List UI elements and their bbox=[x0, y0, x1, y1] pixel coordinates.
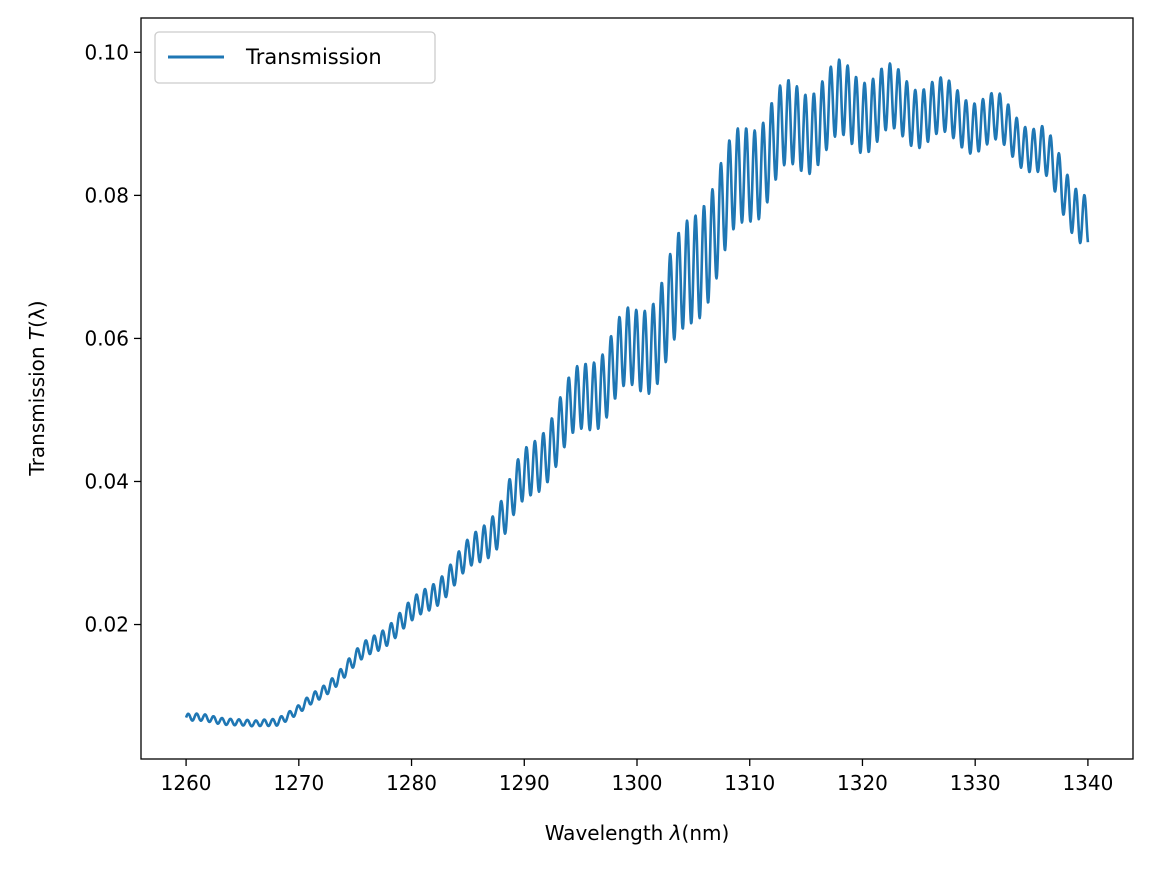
x-tick-label: 1300 bbox=[612, 771, 663, 795]
x-axis: 1260 1270 1280 1290 1300 1310 1320 1330 1340 bbox=[161, 759, 1113, 795]
x-tick-label: 1280 bbox=[386, 771, 437, 795]
x-tick-label: 1290 bbox=[499, 771, 550, 795]
y-tick-label: 0.06 bbox=[84, 326, 129, 350]
x-tick-label: 1260 bbox=[161, 771, 212, 795]
y-axis: 0.02 0.04 0.06 0.08 0.10 bbox=[84, 40, 141, 637]
legend: Transmission bbox=[154, 31, 436, 84]
legend-box bbox=[154, 31, 436, 84]
legend-label: Transmission bbox=[245, 45, 382, 69]
y-tick-label: 0.08 bbox=[84, 183, 129, 207]
plot-area bbox=[184, 58, 1090, 728]
x-tick-label: 1320 bbox=[837, 771, 888, 795]
y-tick-label: 0.04 bbox=[84, 469, 129, 493]
series-line-transmission bbox=[184, 58, 1090, 728]
x-tick-label: 1310 bbox=[724, 771, 775, 795]
x-tick-label: 1340 bbox=[1062, 771, 1113, 795]
y-axis-label: Transmission T(λ) bbox=[25, 300, 49, 476]
x-tick-label: 1270 bbox=[273, 771, 324, 795]
y-tick-label: 0.02 bbox=[84, 613, 129, 637]
x-tick-label: 1330 bbox=[950, 771, 1001, 795]
x-axis-label: Wavelength λ(nm) bbox=[545, 821, 730, 845]
y-tick-label: 0.10 bbox=[84, 40, 129, 64]
